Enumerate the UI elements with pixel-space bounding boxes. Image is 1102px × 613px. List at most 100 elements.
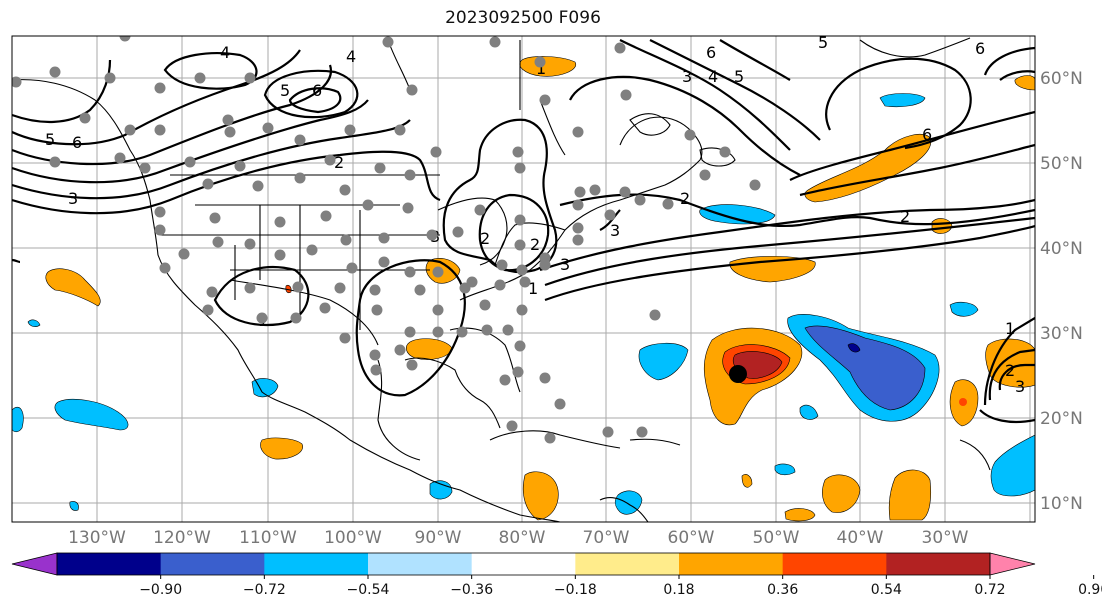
station-dot xyxy=(154,206,166,218)
contour-label: 1 xyxy=(1005,319,1015,338)
station-dot xyxy=(404,169,416,181)
station-dot xyxy=(224,126,236,138)
colorbar-segment xyxy=(782,553,887,575)
latitude-labels: 60°N 50°N 40°N 30°N 20°N 10°N xyxy=(1040,69,1083,514)
station-dot xyxy=(244,72,256,84)
station-dot xyxy=(274,249,286,261)
station-dot xyxy=(209,212,221,224)
station-dot xyxy=(534,56,546,68)
contour-label: 6 xyxy=(922,125,932,144)
contour-label: 4 xyxy=(708,67,718,86)
station-dot xyxy=(649,309,661,321)
station-dot xyxy=(194,72,206,84)
station-dot xyxy=(572,199,584,211)
station-dot xyxy=(184,156,196,168)
colorbar-tick-label: −0.90 xyxy=(139,582,182,598)
contour-label: 1 xyxy=(536,59,546,78)
station-dot xyxy=(212,236,224,248)
colorbar-extend-min xyxy=(11,552,58,576)
colorbar-outline xyxy=(56,552,991,576)
station-dot xyxy=(382,36,394,48)
latitude-label: 20°N xyxy=(1040,409,1083,429)
colorbar-tick-label: 0.18 xyxy=(663,582,694,598)
station-dot xyxy=(514,239,526,251)
station-dot xyxy=(202,178,214,190)
contour-label: 2 xyxy=(334,153,344,172)
colorbar-tick-label: 0.90 xyxy=(1078,582,1102,598)
station-dot xyxy=(699,169,711,181)
station-dot xyxy=(516,264,528,276)
colorbar-segment xyxy=(886,553,991,575)
station-dot xyxy=(49,66,61,78)
colorbar-tick-label: −0.54 xyxy=(347,582,390,598)
contour-label: 5 xyxy=(734,67,744,86)
station-dot xyxy=(402,202,414,214)
contour-lines xyxy=(12,39,1035,424)
station-dot xyxy=(378,256,390,268)
station-dot xyxy=(370,364,382,376)
colorbar xyxy=(11,552,1036,576)
station-dot xyxy=(499,374,511,386)
latitude-label: 50°N xyxy=(1040,154,1083,174)
contour-label: 6 xyxy=(975,39,985,58)
station-dot xyxy=(684,129,696,141)
latitude-label: 30°N xyxy=(1040,324,1083,344)
longitude-label: 30°W xyxy=(922,528,969,548)
station-dot xyxy=(430,146,442,158)
station-dot xyxy=(602,426,614,438)
station-dot xyxy=(614,42,626,54)
station-dot xyxy=(539,252,551,264)
station-dot xyxy=(574,186,586,198)
station-dot xyxy=(159,262,171,274)
station-dot xyxy=(404,326,416,338)
station-dot xyxy=(404,266,416,278)
station-dot xyxy=(294,134,306,146)
station-dot xyxy=(620,89,632,101)
colorbar-segment xyxy=(368,553,473,575)
station-dot xyxy=(154,124,166,136)
contour-label: 5 xyxy=(818,33,828,52)
station-dot xyxy=(634,194,646,206)
station-dot xyxy=(294,172,306,184)
station-dot xyxy=(222,114,234,126)
station-dot xyxy=(496,259,508,271)
contour-label: 3 xyxy=(560,255,570,274)
colorbar-segment xyxy=(57,553,162,575)
station-dot xyxy=(749,179,761,191)
colorbar-tick-label: −0.72 xyxy=(243,582,286,598)
latitude-label: 40°N xyxy=(1040,239,1083,259)
station-dot xyxy=(494,279,506,291)
colorbar-extend-max xyxy=(989,552,1036,576)
station-dot xyxy=(346,262,358,274)
station-dot xyxy=(512,146,524,158)
contour-label: 2 xyxy=(480,229,490,248)
contour-label: 4 xyxy=(346,47,356,66)
station-dot xyxy=(334,282,346,294)
station-dot xyxy=(154,82,166,94)
station-dot xyxy=(124,124,136,136)
colorbar-segment xyxy=(264,553,369,575)
station-dot xyxy=(49,156,61,168)
contour-label: 2 xyxy=(680,189,690,208)
station-dot xyxy=(290,312,302,324)
station-dot xyxy=(339,184,351,196)
contour-label: 6 xyxy=(312,81,322,100)
station-dot xyxy=(489,36,501,48)
station-dot xyxy=(502,324,514,336)
station-dot xyxy=(202,304,214,316)
station-dot xyxy=(206,286,218,298)
station-dot xyxy=(244,238,256,250)
station-dot xyxy=(519,276,531,288)
contour-label: 6 xyxy=(72,133,82,152)
station-dot xyxy=(256,312,268,324)
station-dot xyxy=(374,162,386,174)
longitude-label: 50°W xyxy=(753,528,800,548)
colorbar-segment xyxy=(160,553,265,575)
map-title: 2023092500 F096 xyxy=(445,8,601,28)
station-dot xyxy=(514,162,526,174)
colorbar-segment xyxy=(471,553,576,575)
station-dot xyxy=(572,222,584,234)
contour-label: 5 xyxy=(280,81,290,100)
colorbar-tick-label: −0.18 xyxy=(554,582,597,598)
station-dot xyxy=(554,398,566,410)
